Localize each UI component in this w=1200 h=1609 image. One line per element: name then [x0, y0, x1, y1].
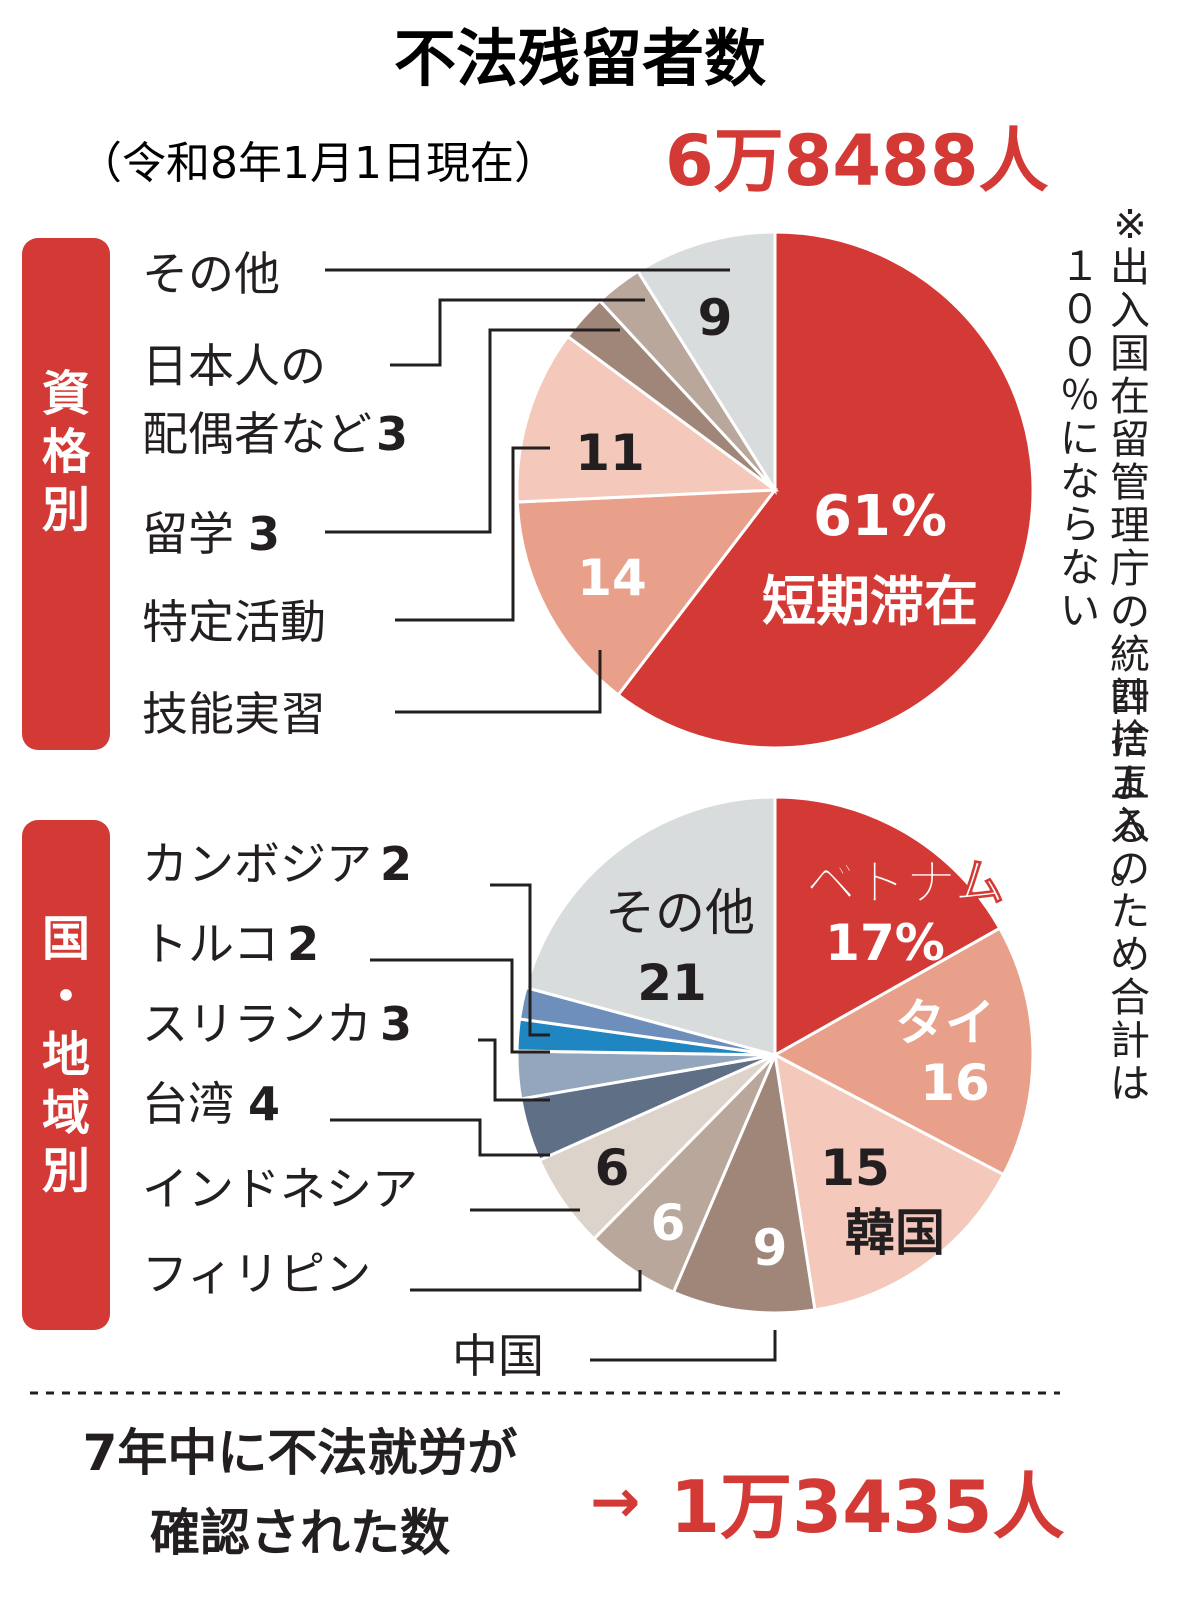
- side-note-line3: 四捨五入のため合計は: [1110, 674, 1150, 1107]
- pie-slice-2: [773, 1052, 1006, 1312]
- value-china: 9: [753, 1219, 788, 1277]
- label-philippines: フィリピン: [142, 1247, 371, 1301]
- pie-slice-10: [524, 795, 777, 1057]
- pie-chart-status: [515, 230, 1035, 750]
- value-thailand: 16: [920, 1054, 990, 1112]
- group-tab-country: [22, 820, 110, 1330]
- value-other: 9: [698, 289, 733, 347]
- side-note-line2: １００％にならない: [1060, 244, 1100, 634]
- value-short-stay: 61%: [813, 484, 947, 549]
- pie-slice-5: [635, 230, 777, 496]
- label-sri-lanka: スリランカ 3: [142, 997, 412, 1051]
- label-study: 留学 3: [142, 507, 280, 561]
- pie-slice-2: [515, 334, 780, 504]
- side-note-line1: ※出入国在留管理庁の統計による。: [1110, 202, 1150, 893]
- page-title: 不法残留者数: [394, 22, 766, 95]
- pie-slice-0: [616, 230, 1035, 750]
- group-label-status: 資格別: [42, 366, 91, 538]
- pie-slice-3: [671, 1049, 817, 1315]
- label-designated-activities: 特定活動: [142, 595, 326, 649]
- leader-lines-country: [330, 883, 777, 1362]
- value-korea: 15: [820, 1139, 890, 1197]
- label-cambodia: カンボジア 2: [142, 837, 412, 891]
- label-turkey: トルコ 2: [142, 917, 319, 971]
- bottom-value: 1万3435人: [670, 1465, 1065, 1549]
- label-korea: 韓国: [845, 1204, 945, 1262]
- group-tab-status: [22, 238, 110, 750]
- value-other-country: 21: [637, 954, 707, 1012]
- arrow-icon: →: [590, 1467, 640, 1537]
- label-indonesia: インドネシア: [142, 1162, 418, 1216]
- total-count: 6万8488人: [665, 120, 1049, 202]
- pie-slice-1: [771, 926, 1035, 1177]
- leader-lines-status: [325, 268, 730, 714]
- label-vietnam: ベトナム: [806, 854, 1005, 912]
- bottom-line1: 7年中に不法就労が: [83, 1424, 518, 1482]
- label-thailand: タイ: [895, 994, 995, 1052]
- label-spouse-line2: 配偶者など3: [142, 407, 408, 461]
- label-china: 中国: [452, 1329, 544, 1383]
- label-other-country: その他: [605, 884, 755, 942]
- label-taiwan: 台湾 4: [142, 1077, 280, 1131]
- bottom-line2: 確認された数: [150, 1504, 450, 1562]
- value-indonesia: 6: [595, 1139, 630, 1197]
- group-label-country: 国・地域別: [42, 911, 90, 1199]
- label-technical-intern: 技能実習: [142, 687, 326, 741]
- value-technical-intern: 14: [577, 549, 647, 607]
- date-note: （令和8年1月1日現在）: [78, 138, 558, 189]
- pie-slice-1: [515, 488, 779, 697]
- pie-chart-country: [515, 795, 1035, 1315]
- label-short-stay: 短期滞在: [762, 570, 978, 633]
- value-designated-activities: 11: [575, 424, 645, 482]
- value-vietnam: 17%: [825, 914, 945, 972]
- label-other: その他: [142, 247, 280, 301]
- value-philippines: 6: [651, 1194, 686, 1252]
- label-spouse-line1: 日本人の: [142, 339, 326, 393]
- pie-slice-0: [773, 795, 1002, 1058]
